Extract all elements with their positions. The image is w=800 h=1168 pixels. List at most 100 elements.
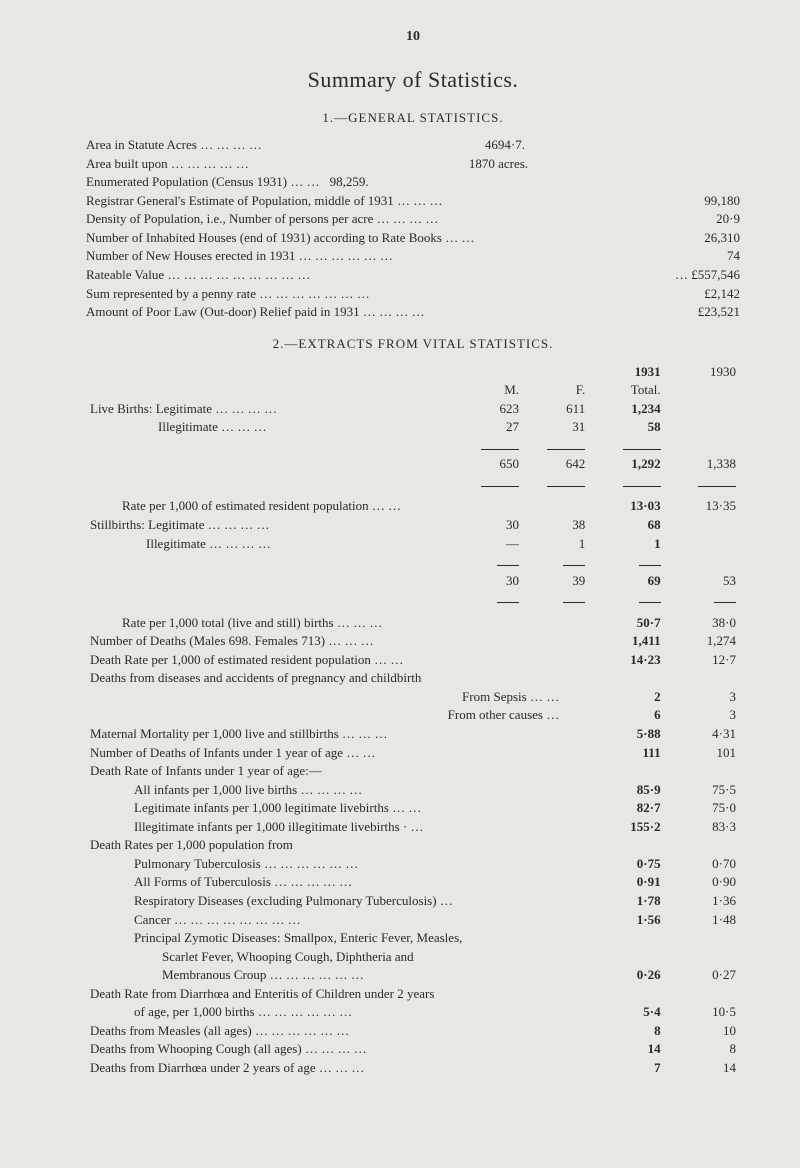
table-row: Deaths from diseases and accidents of pr… xyxy=(86,669,740,688)
label: Deaths from Measles (all ages) … … … … …… xyxy=(86,1021,589,1040)
t-val: 13·03 xyxy=(589,497,664,516)
y-val: 1,338 xyxy=(665,455,740,474)
t-val: 14·23 xyxy=(589,650,664,669)
header-row: 1931 1930 xyxy=(86,362,740,381)
y-val: 38·0 xyxy=(665,613,740,632)
label: Pulmonary Tuberculosis … … … … … … xyxy=(86,854,589,873)
table-row: Principal Zymotic Diseases: Smallpox, En… xyxy=(86,929,740,948)
value: … £557,546 xyxy=(675,266,740,284)
t-val: 1·78 xyxy=(589,891,664,910)
value: 26,310 xyxy=(680,229,740,247)
stat-row: Number of New Houses erected in 1931 … …… xyxy=(86,247,740,265)
y-val: 8 xyxy=(665,1040,740,1059)
t-val: 1 xyxy=(589,534,664,553)
f-val: 38 xyxy=(523,516,589,535)
table-row: Death Rate per 1,000 of estimated reside… xyxy=(86,650,740,669)
y-val: 75·0 xyxy=(665,799,740,818)
y-val: 0·27 xyxy=(665,966,740,985)
table-row: Illegitimate … … … … — 1 1 xyxy=(86,534,740,553)
y-val: 10 xyxy=(665,1021,740,1040)
label: Number of Deaths (Males 698. Females 713… xyxy=(86,632,589,651)
y-val: 83·3 xyxy=(665,817,740,836)
m-val: 30 xyxy=(457,571,523,590)
value: 74 xyxy=(680,247,740,265)
col-1931: 1931 xyxy=(589,362,664,381)
table-row: Live Births: Legitimate … … … … 623 611 … xyxy=(86,399,740,418)
y-val: 1,274 xyxy=(665,632,740,651)
label: Death Rate from Diarrhœa and Enteritis o… xyxy=(86,984,740,1003)
f-val: 642 xyxy=(523,455,589,474)
table-row: of age, per 1,000 births … … … … … … 5·4… xyxy=(86,1003,740,1022)
label: Deaths from diseases and accidents of pr… xyxy=(86,669,740,688)
label: Scarlet Fever, Whooping Cough, Diphtheri… xyxy=(86,947,740,966)
value: 99,180 xyxy=(680,192,740,210)
table-row: Legitimate infants per 1,000 legitimate … xyxy=(86,799,740,818)
label: Live Births: Legitimate … … … … xyxy=(86,399,457,418)
label: Number of New Houses erected in 1931 … …… xyxy=(86,247,393,265)
stat-row: Number of Inhabited Houses (end of 1931)… xyxy=(86,229,740,247)
col-1930: 1930 xyxy=(665,362,740,381)
m-val: 27 xyxy=(457,418,523,437)
table-row: Deaths from Diarrhœa under 2 years of ag… xyxy=(86,1058,740,1077)
label: Number of Deaths of Infants under 1 year… xyxy=(86,743,589,762)
stat-row: Enumerated Population (Census 1931) … …9… xyxy=(86,173,740,191)
t-val: 58 xyxy=(589,418,664,437)
col-m: M. xyxy=(457,381,523,400)
table-row-total: 650 642 1,292 1,338 xyxy=(86,455,740,474)
t-val: 1,411 xyxy=(589,632,664,651)
value: £23,521 xyxy=(680,303,740,321)
y-val: 101 xyxy=(665,743,740,762)
f-val: 31 xyxy=(523,418,589,437)
stat-row: Registrar General's Estimate of Populati… xyxy=(86,192,740,210)
table-row: Stillbirths: Legitimate … … … … 30 38 68 xyxy=(86,516,740,535)
label: Rateable Value … … … … … … … … … xyxy=(86,266,310,284)
y-val: 14 xyxy=(665,1058,740,1077)
table-row: Deaths from Whooping Cough (all ages) … … xyxy=(86,1040,740,1059)
table-row: Pulmonary Tuberculosis … … … … … … 0·75 … xyxy=(86,854,740,873)
vital-stats-table: 1931 1930 M. F. Total. Live Births: Legi… xyxy=(86,362,740,1077)
t-val: 111 xyxy=(589,743,664,762)
table-row: Rate per 1,000 total (live and still) bi… xyxy=(86,613,740,632)
table-row: Illegitimate … … … 27 31 58 xyxy=(86,418,740,437)
t-val: 82·7 xyxy=(589,799,664,818)
y-val: 4·31 xyxy=(665,725,740,744)
table-row: Maternal Mortality per 1,000 live and st… xyxy=(86,725,740,744)
value: 20·9 xyxy=(680,210,740,228)
section-1-head: 1.—GENERAL STATISTICS. xyxy=(86,109,740,127)
label: Cancer … … … … … … … … xyxy=(86,910,589,929)
label: All infants per 1,000 live births … … … … xyxy=(86,780,589,799)
table-row: From other causes … 6 3 xyxy=(86,706,740,725)
label: Density of Population, i.e., Number of p… xyxy=(86,210,438,228)
f-val: 611 xyxy=(523,399,589,418)
t-val: 155·2 xyxy=(589,817,664,836)
stat-row: Density of Population, i.e., Number of p… xyxy=(86,210,740,228)
stat-row: Area built upon … … … … …1870 acres. xyxy=(86,155,740,173)
section-2-head: 2.—EXTRACTS FROM VITAL STATISTICS. xyxy=(86,335,740,353)
label: of age, per 1,000 births … … … … … … xyxy=(86,1003,589,1022)
stat-row: Amount of Poor Law (Out-door) Relief pai… xyxy=(86,303,740,321)
m-val: 623 xyxy=(457,399,523,418)
t-val: 14 xyxy=(589,1040,664,1059)
col-f: F. xyxy=(523,381,589,400)
table-row: Death Rate from Diarrhœa and Enteritis o… xyxy=(86,984,740,1003)
y-val: 13·35 xyxy=(665,497,740,516)
label: Illegitimate infants per 1,000 illegitim… xyxy=(86,817,589,836)
value: 98,259. xyxy=(330,173,369,191)
table-row: Respiratory Diseases (excluding Pulmonar… xyxy=(86,891,740,910)
table-row: All Forms of Tuberculosis … … … … … 0·91… xyxy=(86,873,740,892)
stat-row: Area in Statute Acres … … … …4694·7. xyxy=(86,136,740,154)
label: Death Rates per 1,000 population from xyxy=(86,836,740,855)
t-val: 6 xyxy=(589,706,664,725)
f-val: 1 xyxy=(523,534,589,553)
m-val: 650 xyxy=(457,455,523,474)
y-val: 0·70 xyxy=(665,854,740,873)
table-row: All infants per 1,000 live births … … … … xyxy=(86,780,740,799)
label: Death Rate per 1,000 of estimated reside… xyxy=(86,650,589,669)
label: Illegitimate … … … xyxy=(86,418,457,437)
table-row-total: 30 39 69 53 xyxy=(86,571,740,590)
table-row: Illegitimate infants per 1,000 illegitim… xyxy=(86,817,740,836)
label: Area built upon … … … … … xyxy=(86,155,249,173)
label: Maternal Mortality per 1,000 live and st… xyxy=(86,725,589,744)
t-val: 85·9 xyxy=(589,780,664,799)
table-row: Scarlet Fever, Whooping Cough, Diphtheri… xyxy=(86,947,740,966)
